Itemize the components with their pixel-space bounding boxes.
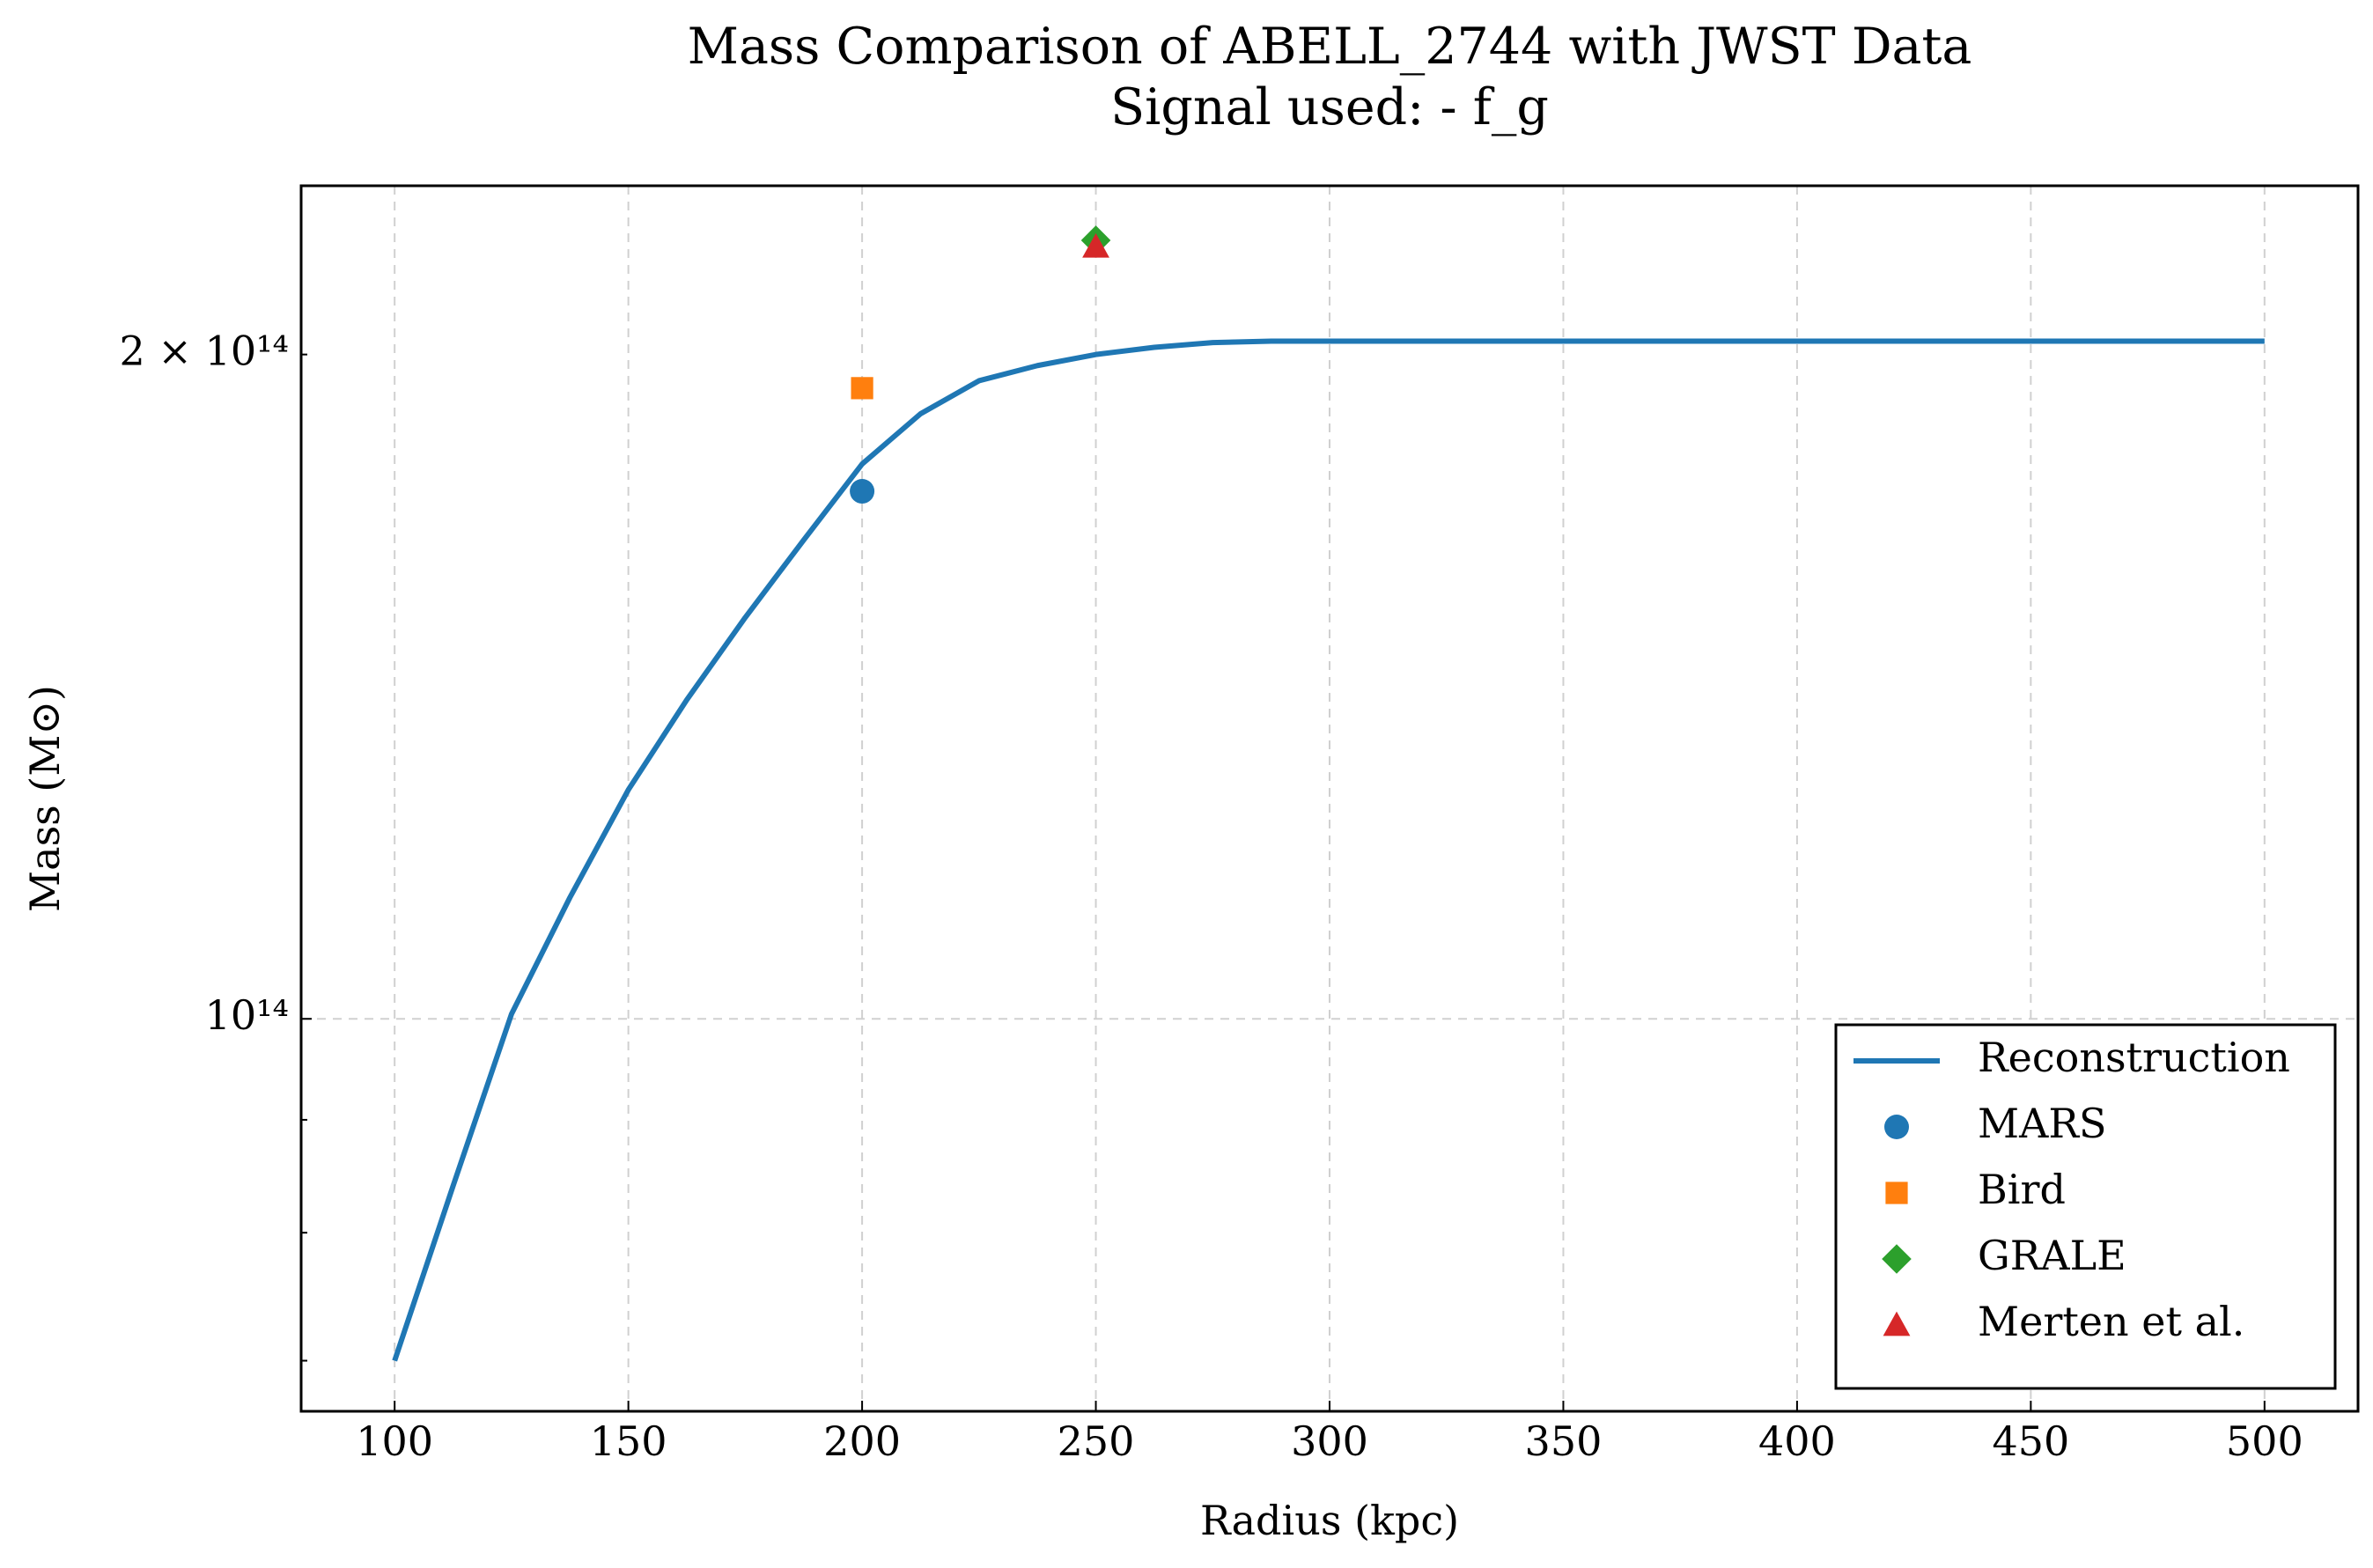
legend-label: Bird [1978, 1166, 2066, 1213]
y-tick-label: 10¹⁴ [205, 991, 289, 1039]
marker-triangle [1082, 232, 1109, 258]
line [392, 338, 2265, 1362]
x-tick-label: 100 [356, 1417, 433, 1465]
x-axis-label: Radius (kpc) [1200, 1497, 1459, 1544]
legend-box [1834, 1023, 2337, 1390]
marker-circle [850, 479, 875, 504]
marker-square [851, 377, 873, 400]
legend-label: Reconstruction [1978, 1034, 2290, 1081]
legend-marker [1885, 1182, 1908, 1204]
x-tick-label: 150 [590, 1417, 667, 1465]
x-tick-label: 200 [823, 1417, 901, 1465]
x-tick-label: 500 [2226, 1417, 2303, 1465]
x-tick-label: 400 [1758, 1417, 1836, 1465]
legend-label: Merten et al. [1978, 1298, 2244, 1345]
x-tick-label: 250 [1058, 1417, 1135, 1465]
chart-title: Mass Comparison of ABELL_2744 with JWST … [688, 18, 1972, 76]
x-tick-label: 350 [1525, 1417, 1603, 1465]
x-tick-label: 300 [1291, 1417, 1368, 1465]
legend-label: MARS [1978, 1100, 2106, 1147]
legend-marker [1884, 1115, 1909, 1139]
legend-label: GRALE [1978, 1232, 2126, 1279]
plot-frame [299, 184, 2360, 1413]
legend-marker [1883, 1311, 1911, 1336]
y-tick-label: 2 × 10¹⁴ [120, 328, 289, 375]
legend-marker [1882, 1244, 1912, 1274]
chart-subtitle: Signal used: - f_g [1110, 78, 1549, 136]
y-axis-label: Mass (M⊙) [21, 685, 69, 912]
x-tick-label: 450 [1992, 1417, 2069, 1465]
